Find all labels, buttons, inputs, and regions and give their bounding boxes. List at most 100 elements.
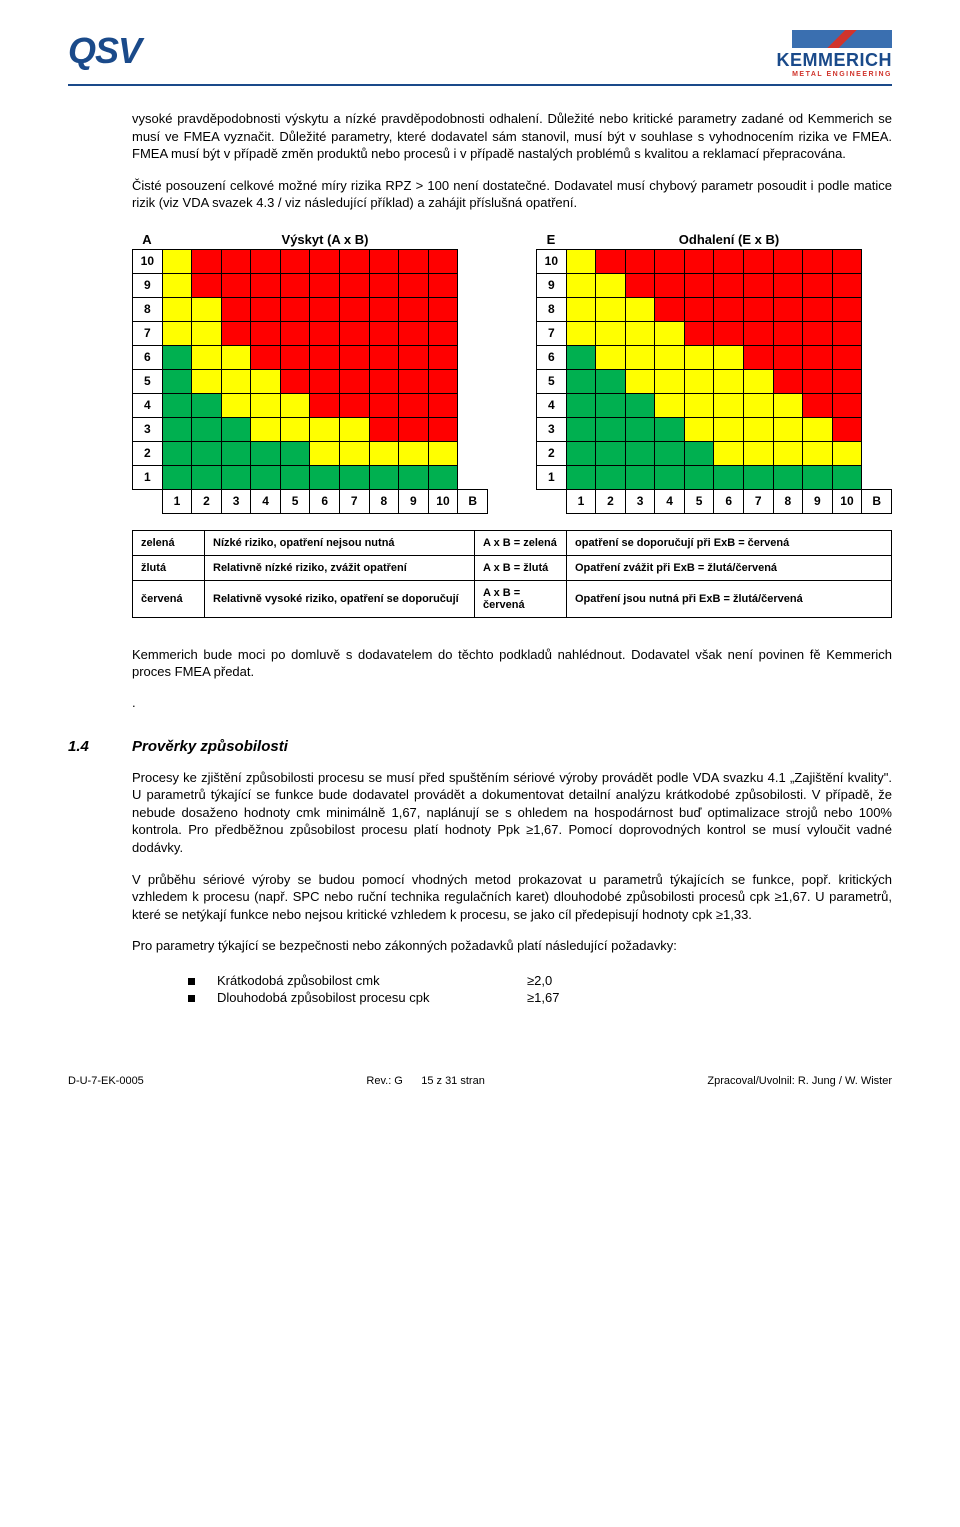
matrix-cell [369,465,399,489]
axis-y-label: 7 [537,321,567,345]
bullet-label: Dlouhodobá způsobilost procesu cpk [217,990,527,1005]
matrix-cell [162,393,192,417]
matrix-cell [655,297,685,321]
matrix-cell [803,345,833,369]
section-title: Prověrky způsobilosti [132,738,288,755]
legend-cell: Relativně nízké riziko, zvážit opatření [205,555,475,580]
matrix-cell [399,249,429,273]
legend-cell: A x B = žlutá [475,555,567,580]
matrix-cell [832,321,862,345]
matrix-cell [832,441,862,465]
matrix-cell [399,297,429,321]
axis-y-label: 7 [133,321,163,345]
matrix-cell [310,321,340,345]
matrix-odhaleni: E Odhalení (E x B) 109876543211234567891… [536,232,892,514]
bullet-value: ≥1,67 [527,990,559,1005]
matrix-cell [625,465,655,489]
axis-b-label: B [458,489,488,513]
matrix-cell [428,297,458,321]
matrix-cell [655,465,685,489]
matrix-cell [280,345,310,369]
matrix-cell [625,273,655,297]
matrix-cell [310,249,340,273]
matrix-cell [566,321,596,345]
logo-subtitle: METAL ENGINEERING [792,71,892,78]
matrix-cell [221,417,251,441]
matrix-cell [625,345,655,369]
matrix-cell [566,417,596,441]
matrix-cell [221,441,251,465]
matrix-cell [251,369,281,393]
axis-y-label: 6 [133,345,163,369]
matrix-cell [773,465,803,489]
matrix-cell [714,417,744,441]
legend-cell: Relativně vysoké riziko, opatření se dop… [205,580,475,617]
axis-y-label: 5 [133,369,163,393]
matrix-cell [596,321,626,345]
matrix-cell [773,273,803,297]
axis-x-label: 9 [803,489,833,513]
matrix-cell [310,273,340,297]
matrix-cell [192,345,222,369]
axis-x-label: 3 [625,489,655,513]
section-heading: 1.4 Prověrky způsobilosti [68,738,892,755]
paragraph-1: vysoké pravděpodobnosti výskytu a nízké … [132,110,892,163]
matrix-cell [743,441,773,465]
axis-x-label: 3 [221,489,251,513]
axis-y-label: 9 [133,273,163,297]
matrix-cell [773,369,803,393]
matrix-cell [566,441,596,465]
matrix-cell [714,297,744,321]
matrix-cell [399,441,429,465]
matrix-cell [743,417,773,441]
logo-name: KEMMERICH [777,50,893,71]
header-divider [68,84,892,86]
matrix-cell [399,321,429,345]
matrix-cell [625,369,655,393]
matrix-cell [743,321,773,345]
matrix-cell [162,297,192,321]
bullet-item: Dlouhodobá způsobilost procesu cpk≥1,67 [188,990,892,1005]
logo-stripe-icon [792,30,892,48]
matrix-cell [310,465,340,489]
matrix-cell [803,465,833,489]
matrix-cell [428,393,458,417]
matrix-cell [192,393,222,417]
matrix-cell [162,249,192,273]
matrix-cell [428,321,458,345]
matrix-cell [596,273,626,297]
axis-x-label: 5 [280,489,310,513]
paragraph-3-dot: . [132,695,892,710]
matrix-cell [162,369,192,393]
matrix-cell [803,273,833,297]
matrix-cell [714,465,744,489]
matrix-cell [221,297,251,321]
matrix-cell [162,441,192,465]
legend-table: zelenáNízké riziko, opatření nejsou nutn… [132,530,892,618]
matrix-cell [339,417,369,441]
matrix-cell [714,369,744,393]
matrix-cell [773,393,803,417]
matrix-cell [310,393,340,417]
matrix-cell [369,249,399,273]
matrix-cell [803,249,833,273]
matrix-cell [221,321,251,345]
matrix-cell [280,441,310,465]
matrix-cell [714,393,744,417]
matrix-cell [251,393,281,417]
matrix-cell [192,273,222,297]
matrix-cell [655,393,685,417]
matrix-cell [832,297,862,321]
axis-y-label: 6 [537,345,567,369]
matrix-cell [684,297,714,321]
matrix-cell [399,417,429,441]
matrix-cell [832,369,862,393]
matrix-vyskyt: A Výskyt (A x B) 1098765432112345678910B [132,232,488,514]
matrix-cell [428,249,458,273]
axis-x-label: 2 [192,489,222,513]
matrix-cell [625,321,655,345]
matrix-cell [162,345,192,369]
matrix-cell [684,345,714,369]
matrix-cell [773,321,803,345]
paragraph-5: V průběhu sériové výroby se budou pomocí… [132,871,892,924]
